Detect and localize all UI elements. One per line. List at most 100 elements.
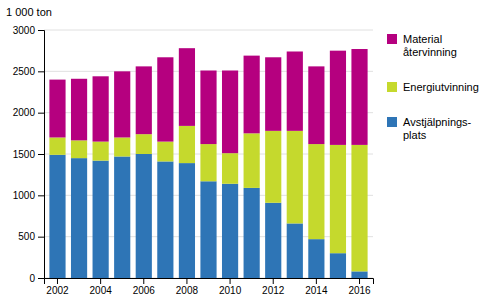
y-tick-label: 1000 — [13, 190, 36, 201]
legend-swatch — [387, 34, 397, 44]
bar — [287, 131, 303, 224]
x-tick: 2010 — [219, 278, 242, 296]
y-tick-mark — [38, 195, 44, 196]
bar — [287, 51, 303, 130]
bar — [244, 188, 260, 278]
bar — [244, 56, 260, 134]
bar — [265, 131, 281, 203]
bar — [179, 163, 195, 278]
bar — [136, 134, 152, 154]
bar — [244, 133, 260, 188]
bar — [157, 142, 173, 162]
bar — [179, 48, 195, 126]
legend-label-line: plats — [403, 129, 427, 141]
bar — [222, 184, 238, 278]
y-tick-label: 1500 — [13, 149, 36, 160]
y-tick: 2000 — [13, 107, 44, 118]
bar — [114, 71, 130, 137]
x-tick-label: 2012 — [262, 285, 285, 296]
y-tick-label: 500 — [18, 231, 35, 242]
y-tick: 1500 — [13, 149, 44, 160]
x-tick-label: 2016 — [348, 285, 371, 296]
legend: Materialåtervinning Energiutvinning Avstjä… — [387, 33, 479, 141]
chart: 2002 2004 2006 2008 2010 2012 2014 2016 0 500 1000… — [0, 0, 491, 302]
bar — [93, 76, 109, 141]
y-tick: 3000 — [13, 25, 44, 36]
bar — [351, 49, 367, 145]
bar — [136, 154, 152, 278]
x-tick: 2016 — [348, 278, 371, 296]
y-tick: 0 — [29, 273, 44, 284]
y-tick-label: 0 — [29, 273, 35, 284]
x-tick: 2012 — [262, 278, 285, 296]
legend-label: Avstjälpnings-plats — [403, 116, 472, 141]
y-axis-line — [38, 31, 45, 279]
y-tick-label: 3000 — [13, 25, 36, 36]
x-tick-label: 2004 — [90, 285, 113, 296]
grid-line — [44, 30, 373, 31]
bar — [222, 153, 238, 184]
x-tick-mark — [273, 278, 274, 284]
bar — [49, 155, 65, 278]
legend-label-line: Avstjälpnings- — [403, 116, 472, 128]
bar — [93, 161, 109, 278]
y-tick: 500 — [18, 231, 44, 242]
legend-label-line: Energiutvinning — [403, 81, 479, 93]
bar — [49, 137, 65, 154]
x-tick-mark — [143, 278, 144, 284]
legend-label: Materialåtervinning — [403, 33, 457, 58]
x-tick-mark — [186, 278, 187, 284]
bar — [222, 71, 238, 154]
bar — [157, 161, 173, 278]
series — [49, 126, 367, 271]
x-tick: 2002 — [46, 278, 69, 296]
legend-label: Energiutvinning — [403, 81, 479, 93]
x-tick: 2006 — [133, 278, 156, 296]
bar — [71, 158, 87, 278]
y-axis: 0 500 1000 1500 2000 2500 3000 — [13, 25, 45, 284]
legend-item: Avstjälpnings-plats — [387, 116, 472, 141]
bar — [157, 57, 173, 141]
bar — [308, 239, 324, 278]
y-tick-label: 2000 — [13, 107, 36, 118]
legend-swatch — [387, 117, 397, 127]
y-tick-mark — [38, 71, 44, 72]
bar — [265, 203, 281, 278]
bars — [49, 48, 367, 278]
bar — [308, 66, 324, 144]
x-tick-mark — [100, 278, 101, 284]
series — [49, 48, 367, 153]
x-tick-mark — [316, 278, 317, 284]
y-tick-mark — [38, 278, 44, 279]
x-axis-line — [45, 279, 374, 285]
bar — [330, 253, 346, 278]
bar — [351, 271, 367, 278]
x-tick-label: 2008 — [176, 285, 199, 296]
grid — [44, 30, 373, 278]
bar — [308, 144, 324, 239]
bar — [200, 144, 216, 181]
y-tick: 1000 — [13, 190, 44, 201]
y-tick-mark — [38, 237, 44, 238]
x-tick-label: 2006 — [133, 285, 156, 296]
bar — [49, 80, 65, 138]
bar — [330, 51, 346, 145]
x-tick-mark — [359, 278, 360, 284]
bar — [200, 181, 216, 278]
legend-swatch — [387, 82, 397, 92]
bar — [136, 66, 152, 134]
x-tick-mark — [230, 278, 231, 284]
bar — [265, 57, 281, 131]
bar — [114, 156, 130, 278]
bar — [71, 79, 87, 141]
bar — [200, 71, 216, 145]
y-tick-mark — [38, 113, 44, 114]
bar — [93, 142, 109, 161]
x-tick: 2014 — [305, 278, 328, 296]
legend-item: Energiutvinning — [387, 81, 479, 93]
y-tick-label: 2500 — [13, 66, 36, 77]
y-tick: 2500 — [13, 66, 44, 77]
legend-item: Materialåtervinning — [387, 33, 457, 58]
y-axis-label: 1 000 ton — [6, 6, 52, 18]
y-tick-mark — [38, 154, 44, 155]
